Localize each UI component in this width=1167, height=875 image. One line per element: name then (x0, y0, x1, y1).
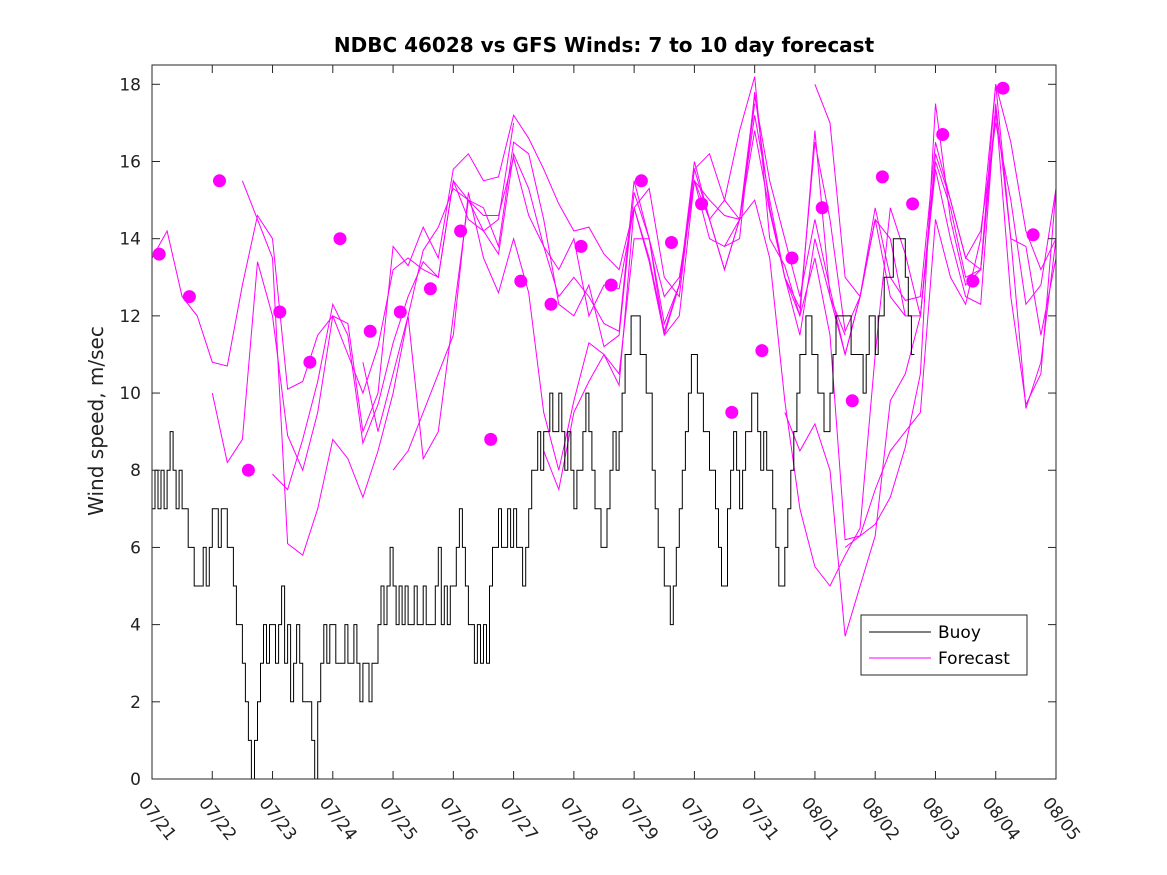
y-axis-label: Wind speed, m/sec (84, 326, 108, 516)
forecast-line-6 (452, 91, 1057, 471)
axes-box (151, 64, 1057, 780)
forecast-marker (845, 394, 859, 408)
forecast-marker (423, 282, 437, 296)
plot-area (151, 76, 1057, 780)
y-tick-label: 2 (130, 693, 141, 713)
forecast-line-12 (814, 84, 876, 298)
forecast-marker (906, 197, 920, 211)
y-tick-label: 14 (119, 230, 141, 250)
legend-label-forecast: Forecast (938, 649, 1010, 669)
forecast-marker (815, 201, 829, 215)
legend: Buoy Forecast (860, 614, 1028, 676)
forecast-marker (634, 174, 648, 188)
forecast-marker (454, 224, 468, 238)
forecast-marker (785, 251, 799, 265)
y-tick-label: 16 (119, 152, 141, 172)
forecast-marker (213, 174, 226, 188)
forecast-marker (182, 290, 196, 304)
forecast-marker (273, 305, 287, 319)
forecast-marker (725, 405, 739, 419)
forecast-marker (574, 239, 588, 253)
forecast-marker (363, 324, 377, 338)
forecast-marker (604, 278, 618, 292)
forecast-marker (544, 297, 558, 311)
forecast-marker (936, 128, 950, 141)
y-tick-label: 8 (130, 461, 141, 481)
forecast-line-10 (844, 103, 1057, 548)
forecast-marker (514, 274, 528, 288)
buoy-line (152, 238, 915, 780)
forecast-marker (484, 432, 498, 446)
forecast-marker (303, 355, 317, 369)
y-tick-label: 12 (119, 307, 141, 327)
forecast-marker (333, 232, 347, 246)
forecast-marker (393, 305, 407, 319)
y-tick-label: 0 (130, 770, 141, 790)
y-tick-label: 6 (130, 538, 141, 558)
legend-label-buoy: Buoy (938, 623, 981, 643)
forecast-marker (1026, 228, 1040, 242)
forecast-marker (152, 247, 166, 261)
forecast-marker (875, 170, 889, 184)
y-tick-label: 4 (130, 616, 141, 636)
forecast-line-11 (392, 335, 454, 471)
forecast-line-2 (211, 103, 756, 472)
y-axis-ticks: 0 2 4 6 8 10 12 14 16 18 (119, 75, 1056, 790)
legend-box (860, 614, 1028, 676)
forecast-line-4 (272, 115, 906, 491)
forecast-line-8 (724, 84, 1057, 587)
forecast-marker (755, 344, 769, 358)
forecast-marker (695, 197, 709, 211)
y-tick-label: 18 (119, 75, 141, 95)
forecast-marker (996, 81, 1010, 95)
forecast-marker (241, 463, 255, 477)
forecast-marker (665, 236, 678, 249)
y-tick-label: 10 (119, 384, 141, 404)
forecast-line-9 (784, 103, 1057, 637)
forecast-marker (966, 274, 980, 288)
chart-title: NDBC 46028 vs GFS Winds: 7 to 10 day for… (334, 33, 875, 57)
